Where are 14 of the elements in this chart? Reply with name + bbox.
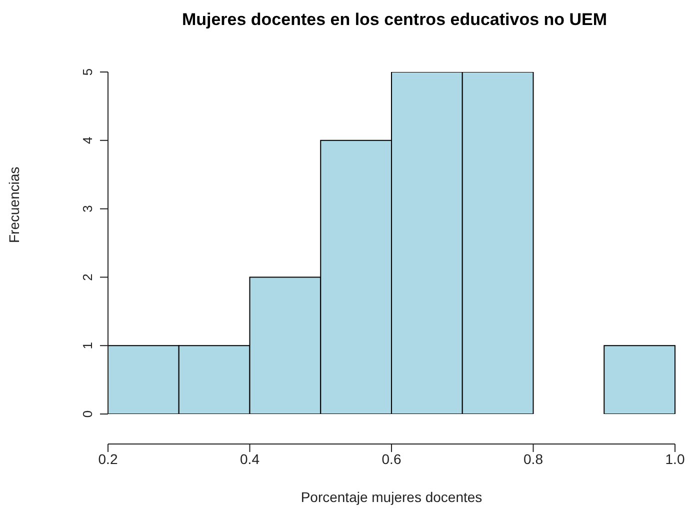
chart-title: Mujeres docentes en los centros educativos no UEM (180, 10, 608, 30)
y-tick-label: 2 (80, 274, 95, 281)
y-axis-title: Frecuencias (6, 166, 22, 243)
y-tick-label: 1 (80, 342, 95, 350)
x-axis-title: Porcentaje mujeres docentes (300, 489, 482, 505)
x-tick-label: 0.2 (98, 450, 118, 467)
x-tick-label: 1.0 (665, 450, 685, 467)
y-tick-label: 0 (80, 410, 95, 418)
y-tick-label: 4 (80, 136, 95, 144)
x-tick-label: 0.8 (524, 450, 544, 467)
y-tick-label: 3 (80, 205, 95, 212)
y-tick-label: 5 (80, 68, 95, 76)
x-tick-label: 0.6 (382, 450, 402, 467)
x-tick-label: 0.4 (240, 450, 260, 467)
